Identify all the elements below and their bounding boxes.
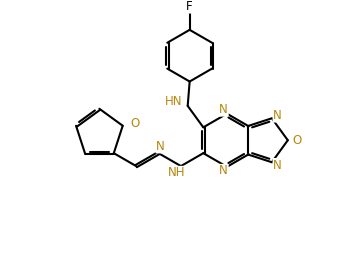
Text: HN: HN (165, 96, 183, 108)
Text: N: N (156, 140, 165, 153)
Text: O: O (130, 117, 140, 130)
Text: N: N (273, 159, 282, 172)
Text: N: N (219, 164, 228, 178)
Text: N: N (273, 109, 282, 122)
Text: N: N (219, 103, 228, 116)
Text: NH: NH (168, 166, 186, 179)
Text: F: F (186, 0, 193, 13)
Text: O: O (292, 134, 301, 147)
